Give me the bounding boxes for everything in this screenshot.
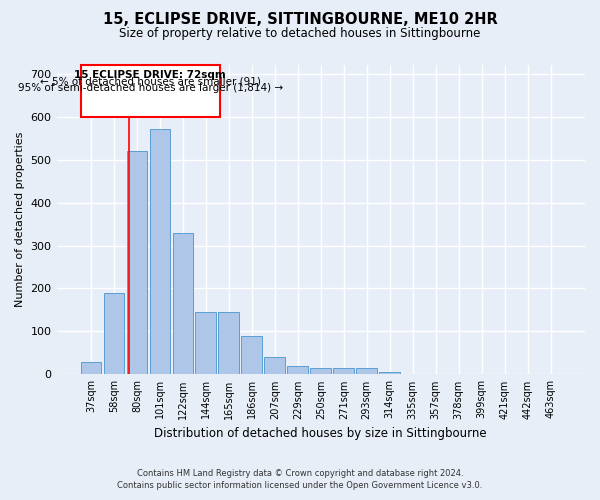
Bar	[287, 366, 308, 374]
Bar	[196, 312, 216, 374]
Bar	[241, 336, 262, 374]
Bar	[265, 357, 285, 374]
Y-axis label: Number of detached properties: Number of detached properties	[15, 132, 25, 308]
Bar	[173, 232, 193, 374]
Text: 15, ECLIPSE DRIVE, SITTINGBOURNE, ME10 2HR: 15, ECLIPSE DRIVE, SITTINGBOURNE, ME10 2…	[103, 12, 497, 28]
Text: 95% of semi-detached houses are larger (1,814) →: 95% of semi-detached houses are larger (…	[17, 84, 283, 94]
Bar	[218, 312, 239, 374]
X-axis label: Distribution of detached houses by size in Sittingbourne: Distribution of detached houses by size …	[154, 427, 487, 440]
Text: ← 5% of detached houses are smaller (91): ← 5% of detached houses are smaller (91)	[40, 76, 260, 86]
Bar	[356, 368, 377, 374]
FancyBboxPatch shape	[80, 65, 220, 118]
Bar	[379, 372, 400, 374]
Bar	[127, 151, 147, 374]
Text: Contains HM Land Registry data © Crown copyright and database right 2024.
Contai: Contains HM Land Registry data © Crown c…	[118, 468, 482, 490]
Bar	[104, 293, 124, 374]
Text: Size of property relative to detached houses in Sittingbourne: Size of property relative to detached ho…	[119, 28, 481, 40]
Bar	[80, 362, 101, 374]
Text: 15 ECLIPSE DRIVE: 72sqm: 15 ECLIPSE DRIVE: 72sqm	[74, 70, 226, 80]
Bar	[149, 130, 170, 374]
Bar	[310, 368, 331, 374]
Bar	[334, 368, 354, 374]
